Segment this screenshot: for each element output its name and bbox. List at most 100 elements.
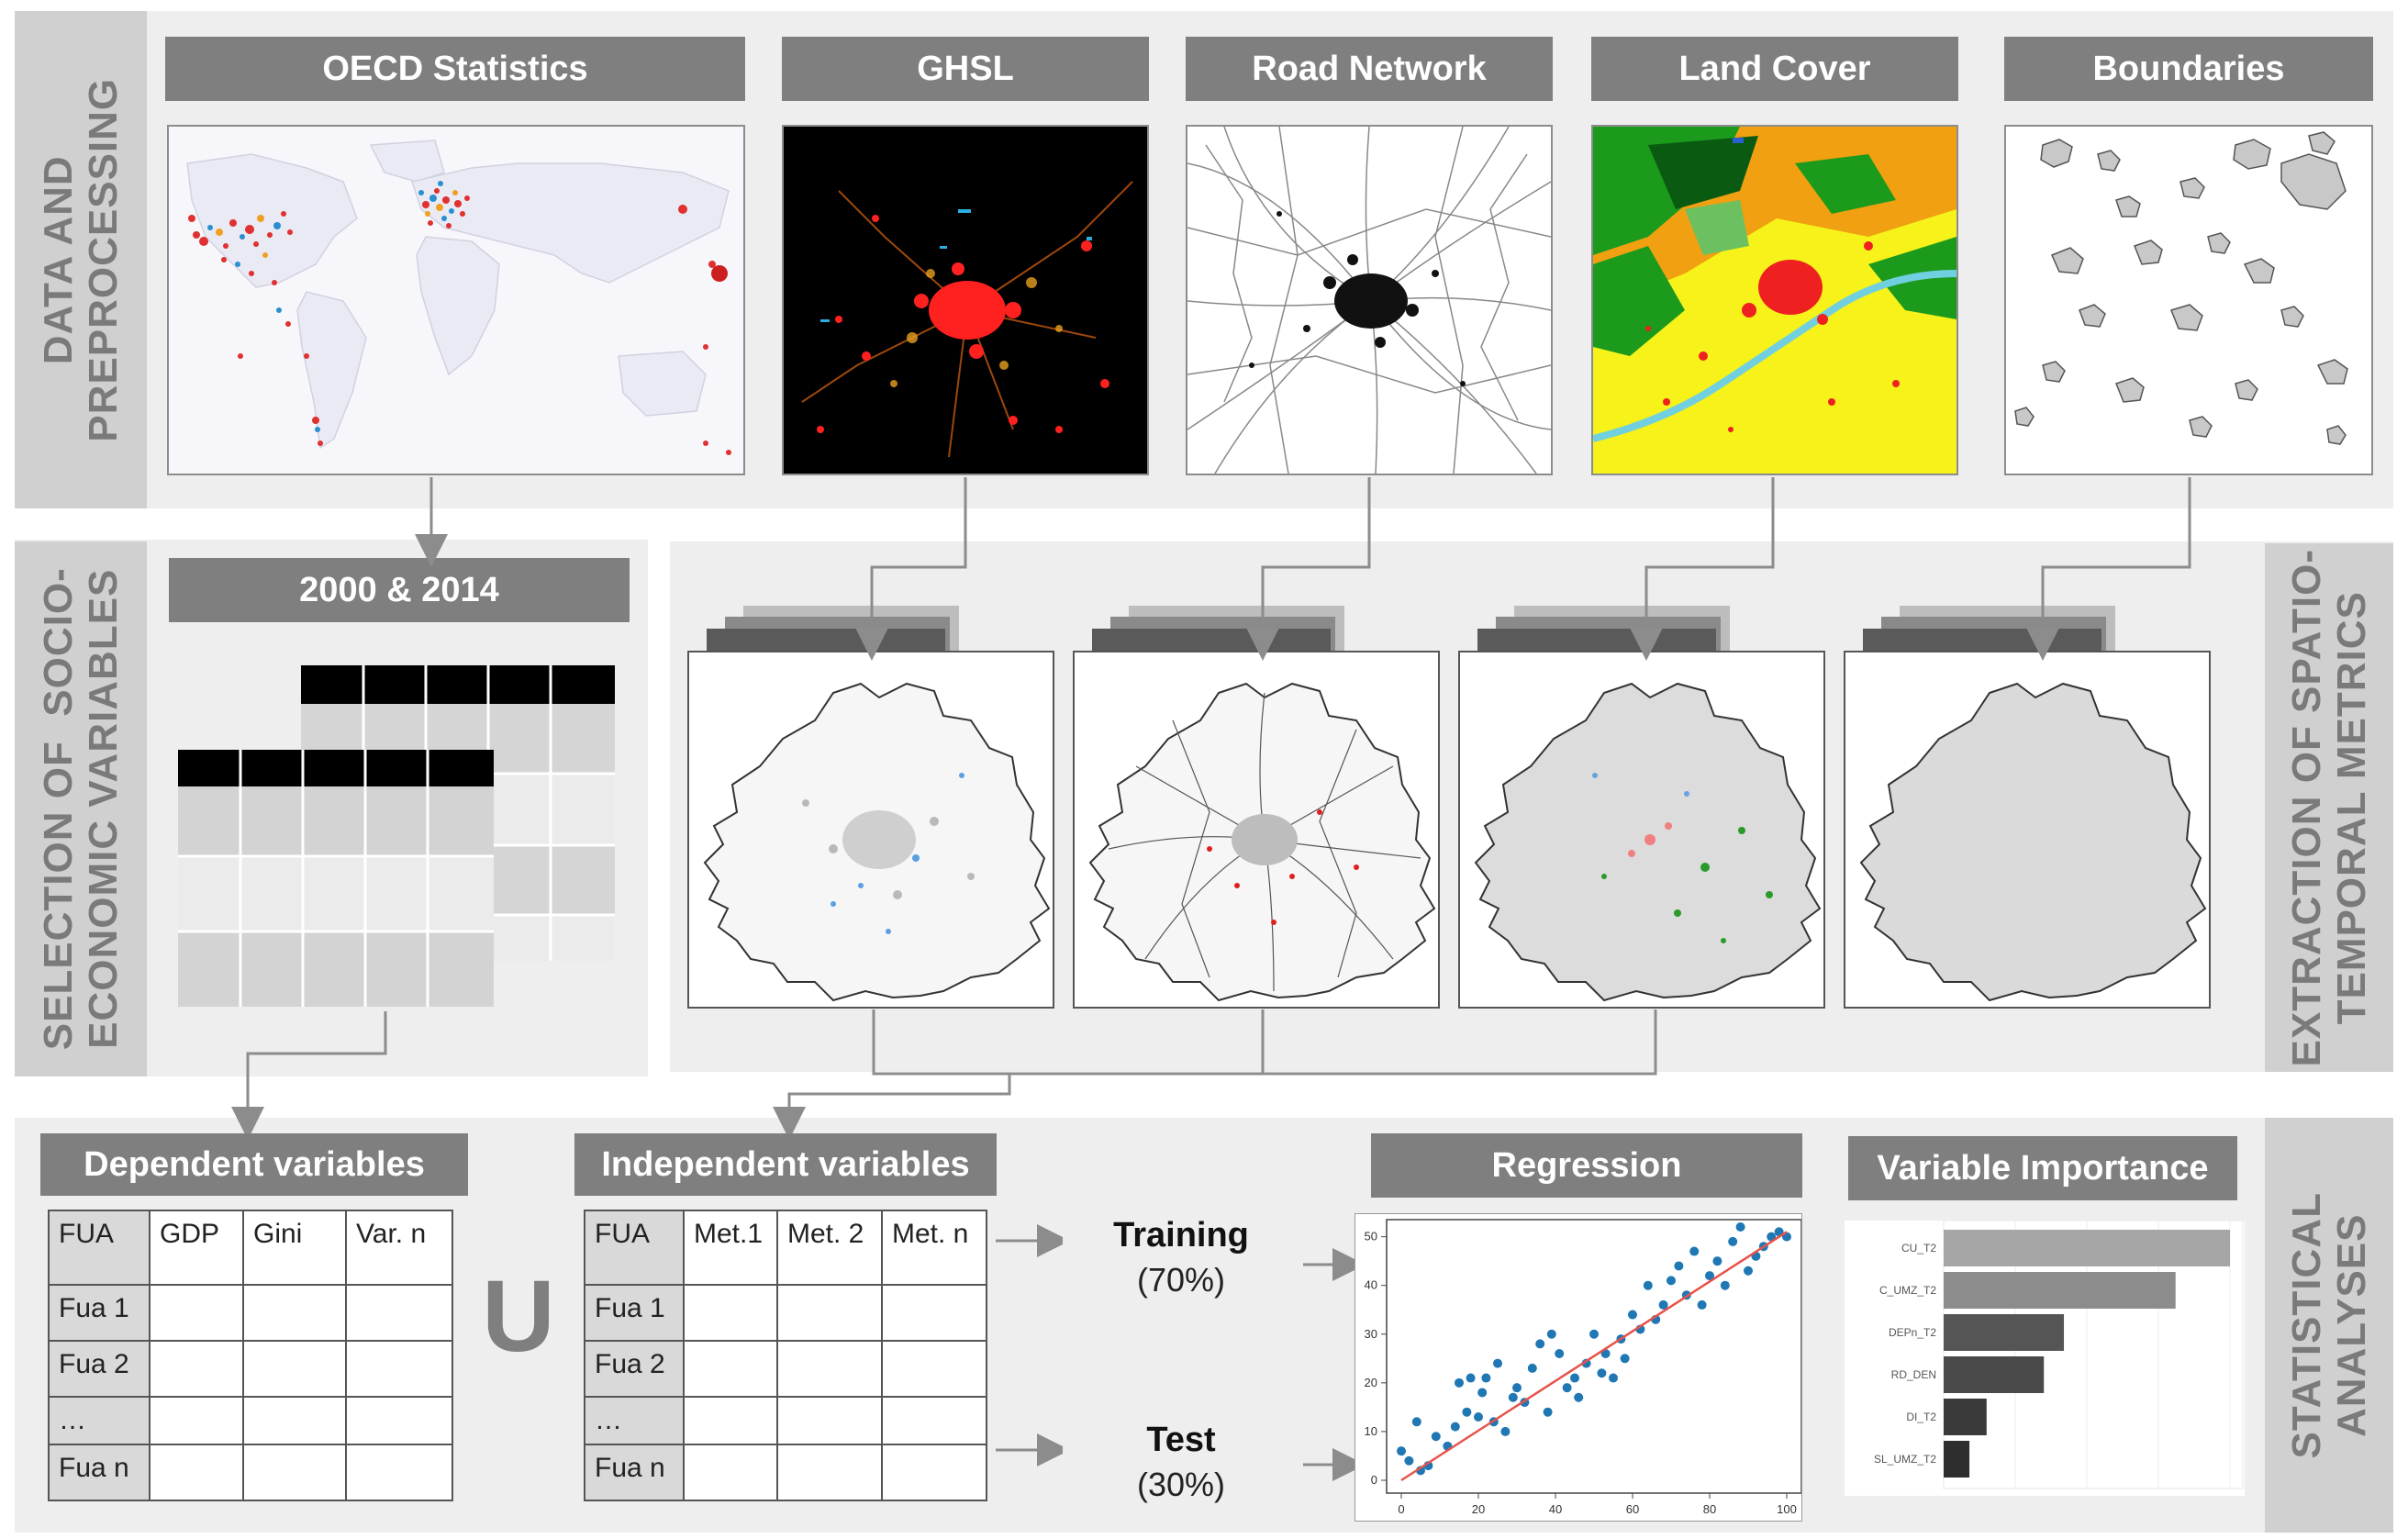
regression-point	[1705, 1271, 1714, 1281]
dep-header-fua: FUA	[48, 1209, 150, 1287]
regression-point	[1643, 1280, 1653, 1290]
importance-bar	[1944, 1356, 2045, 1393]
regression-point	[1697, 1299, 1707, 1310]
importance-category-label: SL_UMZ_T2	[1874, 1453, 1936, 1466]
dependent-variables-table: FUA GDP Gini Var. n Fua 1 Fua 2 … Fua n	[48, 1209, 453, 1501]
ind-header-metn: Met. n	[881, 1209, 987, 1287]
importance-bar	[1944, 1399, 1987, 1435]
test-label: Test	[1146, 1420, 1216, 1459]
dep-header-gini: Gini	[242, 1209, 347, 1287]
y-tick-label: 10	[1365, 1424, 1377, 1438]
x-tick-label: 100	[1777, 1502, 1797, 1516]
section-label-selection: SELECTION OF SOCIO- ECONOMIC VARIABLES	[15, 541, 147, 1076]
header-ghsl: GHSL	[782, 37, 1149, 101]
training-box: Training (70%)	[1063, 1125, 1299, 1389]
header-road: Road Network	[1186, 37, 1553, 101]
header-years: 2000 & 2014	[169, 558, 630, 622]
training-label: Training	[1113, 1215, 1249, 1255]
regression-point	[1450, 1422, 1460, 1432]
regression-point	[1546, 1329, 1556, 1339]
regression-point	[1628, 1310, 1637, 1320]
regression-point	[1466, 1373, 1476, 1383]
ind-row-label: …	[584, 1395, 685, 1446]
test-box: Test (30%)	[1063, 1402, 1299, 1522]
importance-category-label: DEPn_T2	[1889, 1326, 1936, 1339]
union-symbol: U	[482, 1260, 555, 1373]
socio-economic-tables-icon	[178, 665, 615, 1007]
regression-point	[1589, 1329, 1599, 1339]
independent-variables-table: FUA Met.1 Met. 2 Met. n Fua 1 Fua 2 … Fu…	[584, 1209, 987, 1501]
regression-point	[1658, 1299, 1668, 1310]
metric-card-landcover	[1458, 606, 1825, 1009]
regression-point	[1455, 1377, 1464, 1388]
header-oecd: OECD Statistics	[165, 37, 745, 101]
x-tick-label: 20	[1472, 1502, 1485, 1516]
x-tick-label: 40	[1549, 1502, 1562, 1516]
ind-row-label: Fua n	[584, 1444, 685, 1501]
regression-point	[1500, 1426, 1511, 1436]
regression-point	[1689, 1246, 1700, 1256]
regression-point	[1477, 1388, 1488, 1398]
dep-row-label: Fua 1	[48, 1284, 150, 1342]
regression-point	[1493, 1358, 1502, 1368]
dep-row-label: …	[48, 1395, 150, 1446]
y-tick-label: 50	[1365, 1230, 1377, 1243]
header-dependent: Dependent variables	[40, 1133, 468, 1196]
regression-point	[1404, 1455, 1414, 1466]
regression-chart-frame: 0 20 40 60 80 100 0 10 20 30 40 50	[1354, 1213, 1802, 1522]
regression-chart: 0 20 40 60 80 100 0 10 20 30 40 50	[1365, 1219, 1802, 1516]
importance-category-label: CU_T2	[1901, 1242, 1936, 1255]
importance-category-label: RD_DEN	[1891, 1368, 1936, 1381]
regression-point	[1597, 1368, 1607, 1378]
ghsl-map	[782, 125, 1149, 475]
importance-chart-frame: CU_T2 C_UMZ_T2 DEPn_T2 RD_DEN DI_T2 SL_UMZ_T2	[1845, 1220, 2245, 1496]
regression-point	[1562, 1383, 1572, 1393]
section-label-data: DATA AND PREPROCESSING	[15, 11, 147, 508]
regression-point	[1609, 1373, 1618, 1383]
regression-point	[1527, 1363, 1537, 1373]
metric-card-road	[1073, 606, 1440, 1009]
importance-bar	[1944, 1314, 2065, 1351]
road-network-map	[1186, 125, 1553, 475]
regression-point	[1728, 1236, 1738, 1246]
metric-card-boundaries	[1844, 606, 2211, 1009]
header-landcover: Land Cover	[1591, 37, 1958, 101]
header-independent: Independent variables	[574, 1133, 997, 1196]
y-tick-label: 40	[1365, 1278, 1377, 1292]
dep-header-varn: Var. n	[345, 1209, 453, 1287]
regression-point	[1555, 1349, 1565, 1358]
boundaries-map	[2004, 125, 2373, 475]
extraction-map-stacks	[687, 606, 2211, 1009]
regression-point	[1474, 1412, 1483, 1422]
regression-point	[1574, 1392, 1584, 1402]
y-tick-label: 20	[1365, 1376, 1377, 1389]
regression-point	[1720, 1280, 1730, 1290]
regression-point	[1462, 1407, 1472, 1417]
regression-point	[1481, 1373, 1491, 1383]
regression-point	[1570, 1373, 1579, 1383]
metric-card-ghsl	[687, 606, 1054, 1009]
ind-header-met1: Met.1	[683, 1209, 778, 1287]
importance-category-label: DI_T2	[1906, 1411, 1936, 1423]
header-regression: Regression	[1371, 1133, 1802, 1198]
regression-point	[1431, 1432, 1441, 1442]
importance-bar	[1944, 1441, 1970, 1478]
regression-point	[1620, 1354, 1630, 1364]
regression-point	[1674, 1261, 1684, 1271]
importance-category-label: C_UMZ_T2	[1879, 1284, 1936, 1297]
importance-bar	[1944, 1230, 2230, 1266]
regression-fit-line	[1400, 1231, 1788, 1482]
regression-point	[1581, 1358, 1591, 1368]
x-tick-label: 80	[1703, 1502, 1716, 1516]
regression-point	[1535, 1339, 1545, 1349]
x-tick-label: 0	[1398, 1502, 1404, 1516]
training-pct: (70%)	[1136, 1260, 1226, 1299]
dep-header-gdp: GDP	[149, 1209, 244, 1287]
regression-point	[1744, 1266, 1753, 1276]
x-tick-label: 60	[1626, 1502, 1639, 1516]
regression-point	[1508, 1392, 1518, 1402]
section-label-statistical: STATISTICAL ANALYSES	[2265, 1118, 2393, 1533]
y-tick-label: 0	[1371, 1473, 1377, 1487]
regression-point	[1411, 1417, 1421, 1427]
